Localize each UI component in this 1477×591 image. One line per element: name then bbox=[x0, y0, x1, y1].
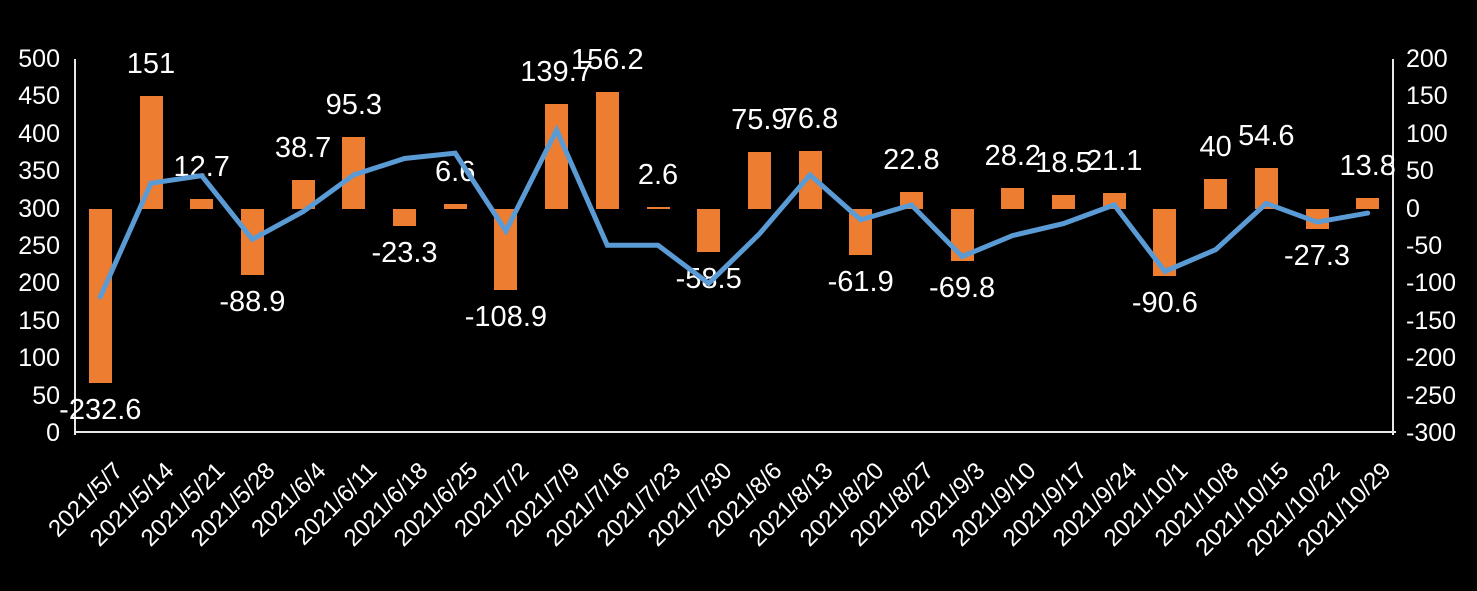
bar-value-label: -58.5 bbox=[675, 263, 742, 296]
bar-value-label: 22.8 bbox=[883, 143, 940, 176]
bar-value-label: -90.6 bbox=[1131, 287, 1198, 320]
y-axis-right-tick-label: -250 bbox=[1406, 381, 1457, 410]
bar-value-label: 38.7 bbox=[274, 131, 332, 164]
y-axis-left-tick-label: 400 bbox=[18, 119, 60, 148]
y-axis-left-tick-label: 450 bbox=[18, 82, 60, 111]
bar bbox=[291, 179, 315, 209]
bar bbox=[1356, 198, 1380, 209]
bar-value-label: 156.2 bbox=[571, 43, 644, 76]
bar bbox=[139, 95, 163, 209]
bottom-axis-line bbox=[74, 431, 1396, 433]
bar bbox=[747, 151, 771, 209]
bar-value-label: -232.6 bbox=[59, 393, 142, 426]
bar bbox=[950, 208, 974, 261]
bar-value-label: 75.9 bbox=[731, 103, 788, 136]
y-axis-left-tick-label: 50 bbox=[32, 381, 60, 410]
bar bbox=[1153, 208, 1177, 277]
bar bbox=[342, 137, 366, 209]
bar bbox=[1102, 192, 1126, 209]
bar-value-label: -88.9 bbox=[219, 286, 286, 319]
bar bbox=[393, 208, 416, 226]
bar bbox=[1052, 194, 1075, 209]
bar-value-label: 18.5 bbox=[1035, 146, 1092, 179]
bar-value-label: -23.3 bbox=[371, 237, 438, 269]
y-axis-right-tick-label: -50 bbox=[1406, 232, 1443, 260]
y-axis-left-tick-label: 150 bbox=[18, 306, 60, 335]
bar-value-label: 139.7 bbox=[520, 56, 593, 89]
y-axis-right-tick-label: -300 bbox=[1406, 419, 1457, 447]
bar bbox=[443, 203, 467, 209]
bar bbox=[545, 104, 569, 209]
y-axis-left-tick-label: 200 bbox=[18, 269, 60, 298]
bar bbox=[494, 208, 518, 291]
bar-value-label: -69.8 bbox=[929, 271, 996, 304]
bar bbox=[595, 91, 619, 209]
y-axis-right-tick-label: 0 bbox=[1406, 194, 1420, 223]
bar bbox=[798, 151, 822, 209]
y-axis-left-tick-label: 250 bbox=[18, 232, 60, 260]
bar bbox=[190, 199, 214, 209]
y-axis-right-tick-label: -100 bbox=[1406, 269, 1457, 298]
bar bbox=[899, 191, 923, 209]
y-axis-right-tick-label: 50 bbox=[1406, 157, 1434, 186]
bar-value-label: -27.3 bbox=[1283, 240, 1351, 272]
y-axis-left-tick-label: 0 bbox=[46, 419, 60, 447]
y-axis-right-tick-label: 100 bbox=[1406, 119, 1448, 148]
bar-value-label: -108.9 bbox=[464, 301, 548, 334]
bar-value-label: 21.1 bbox=[1085, 144, 1143, 177]
bar-value-label: 13.8 bbox=[1339, 150, 1396, 183]
y-axis-left-tick-label: 300 bbox=[18, 194, 60, 223]
bar bbox=[240, 208, 264, 276]
left-axis-line bbox=[74, 59, 76, 435]
bar-value-label: 76.8 bbox=[781, 103, 839, 136]
bar bbox=[697, 208, 721, 253]
bar-value-label: 28.2 bbox=[984, 139, 1042, 172]
y-axis-right-tick-label: -200 bbox=[1406, 344, 1457, 373]
y-axis-left-tick-label: 350 bbox=[18, 157, 60, 186]
bar-value-label: 40 bbox=[1199, 130, 1232, 163]
right-axis-line bbox=[1392, 59, 1394, 435]
y-axis-right-tick-label: 150 bbox=[1406, 82, 1448, 111]
bar-value-label: 6.6 bbox=[435, 155, 476, 188]
bar-value-label: 2.6 bbox=[637, 158, 679, 191]
bar bbox=[849, 208, 873, 255]
y-axis-right-tick-label: 200 bbox=[1406, 45, 1448, 73]
bar bbox=[1204, 178, 1228, 209]
bar bbox=[1305, 208, 1329, 229]
bar-value-label: 12.7 bbox=[173, 151, 230, 184]
bar bbox=[1001, 187, 1025, 209]
y-axis-left-tick-label: 500 bbox=[18, 45, 60, 73]
bar bbox=[1254, 167, 1278, 209]
bar bbox=[88, 208, 112, 383]
bar-value-label: 95.3 bbox=[325, 89, 383, 122]
y-axis-left-tick-label: 100 bbox=[18, 344, 60, 373]
y-axis-right-tick-label: -150 bbox=[1406, 306, 1457, 335]
bar-value-label: 151 bbox=[126, 47, 176, 80]
bar bbox=[646, 206, 670, 209]
bar-value-label: 54.6 bbox=[1238, 119, 1295, 152]
bar-value-label: -61.9 bbox=[827, 265, 894, 298]
